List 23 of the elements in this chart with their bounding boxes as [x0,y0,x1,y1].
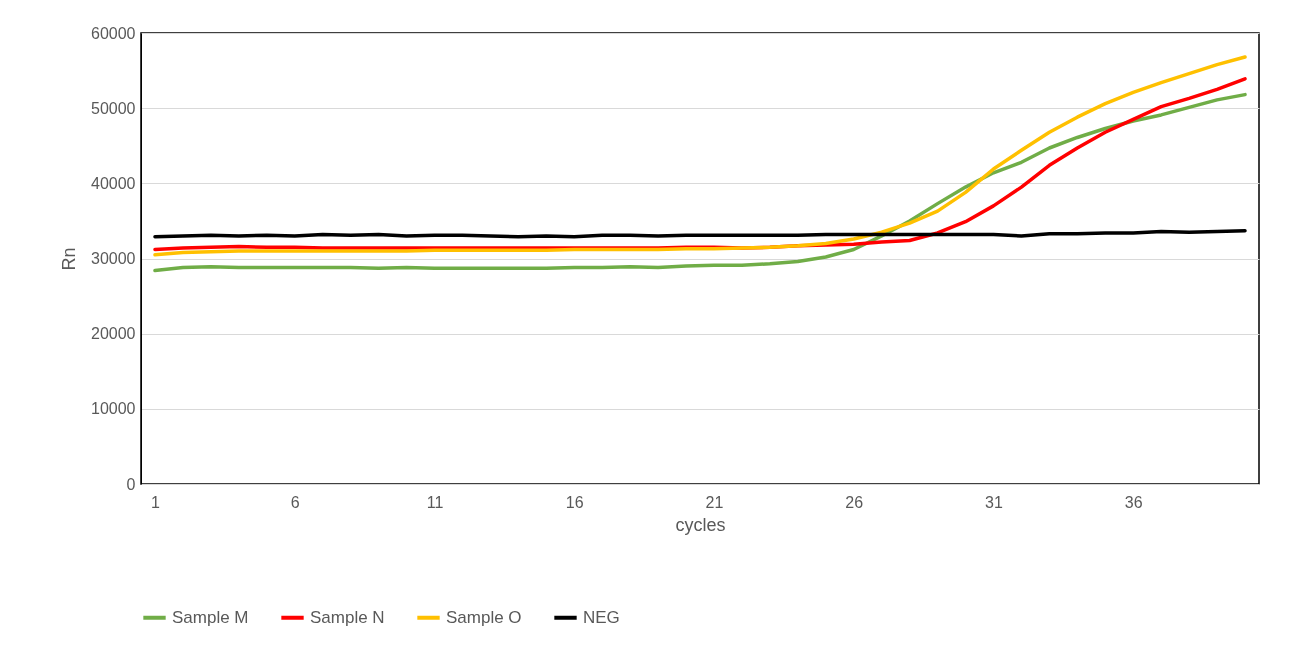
x-tick-label: 1 [151,493,161,511]
y-tick-label: 60000 [91,24,136,42]
x-tick-label: 16 [565,493,584,511]
y-tick-label: 50000 [91,99,136,117]
x-tick-label: 26 [845,493,864,511]
x-tick-label: 6 [290,493,300,511]
x-tick-label: 31 [985,493,1003,511]
legend-label: Sample N [310,607,385,627]
y-tick-label: 30000 [91,250,136,267]
x-tick-label: 21 [705,493,724,511]
y-tick-label: 20000 [91,325,136,343]
line-series [153,92,1247,273]
y-tick-label: 40000 [91,174,136,192]
y-tick-label: 10000 [91,400,136,418]
legend-label: Sample M [172,607,249,627]
line-series [153,228,1247,239]
x-axis-title: cycles [675,514,726,535]
x-tick-label: 11 [426,493,444,511]
y-axis-title: Rn [59,247,80,271]
legend-label: Sample O [446,607,522,627]
y-tick-label: 0 [126,475,136,493]
legend-label: NEG [583,607,620,627]
x-tick-label: 36 [1124,493,1143,511]
